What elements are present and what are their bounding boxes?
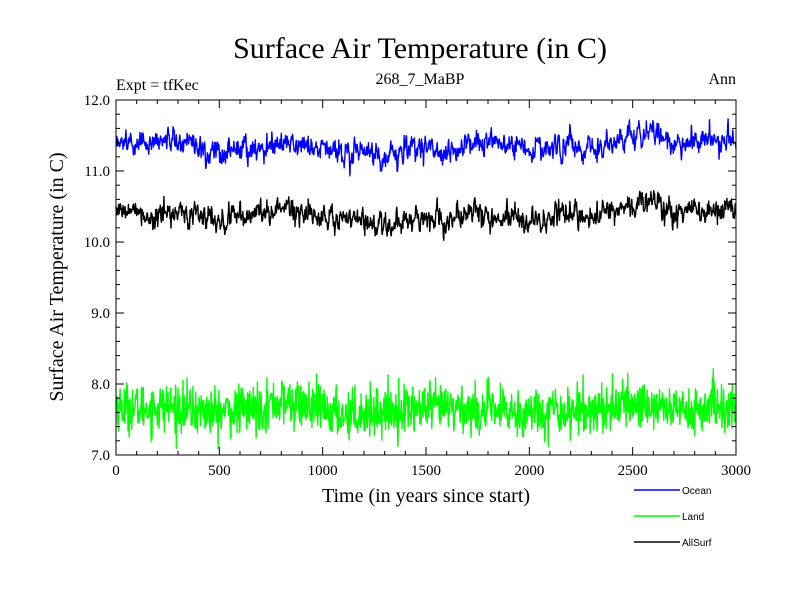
y-tick-label: 7.0 bbox=[91, 448, 110, 464]
x-tick-label: 3000 bbox=[721, 463, 751, 479]
x-tick-label: 0 bbox=[112, 463, 120, 479]
series-line-ocean bbox=[115, 118, 737, 177]
x-tick-label: 2500 bbox=[618, 463, 648, 479]
x-tick-label: 500 bbox=[208, 463, 231, 479]
series-line-allsurf bbox=[115, 189, 737, 241]
y-axis-label: Surface Air Temperature (in C) bbox=[46, 152, 68, 401]
x-tick-label: 1000 bbox=[308, 463, 338, 479]
x-tick-label: 2000 bbox=[514, 463, 544, 479]
legend-label-land: Land bbox=[682, 512, 704, 523]
tick-layer: 0 500 1000 1500 2000 2500 3000 7.0 8.0 9.0 10.0 11.… bbox=[84, 93, 751, 479]
y-tick-label: 10.0 bbox=[84, 235, 110, 251]
legend-label-allsurf: AllSurf bbox=[682, 538, 712, 549]
legend: Ocean Land AllSurf bbox=[634, 486, 712, 549]
y-tick-label: 12.0 bbox=[84, 93, 110, 109]
x-axis-label: Time (in years since start) bbox=[322, 485, 530, 507]
x-tick-label: 1500 bbox=[411, 463, 441, 479]
series-line-land bbox=[115, 368, 737, 450]
chart-title: Surface Air Temperature (in C) bbox=[233, 32, 607, 65]
legend-label-ocean: Ocean bbox=[682, 486, 711, 497]
experiment-label: Expt = tfKec bbox=[116, 77, 199, 94]
y-tick-label: 8.0 bbox=[91, 377, 110, 393]
y-tick-label: 9.0 bbox=[91, 306, 110, 322]
plot-frame bbox=[115, 99, 737, 456]
season-label: Ann bbox=[708, 71, 736, 88]
series-layer bbox=[115, 118, 737, 450]
y-tick-label: 11.0 bbox=[84, 164, 110, 180]
chart-subtitle: 268_7_MaBP bbox=[376, 71, 465, 88]
